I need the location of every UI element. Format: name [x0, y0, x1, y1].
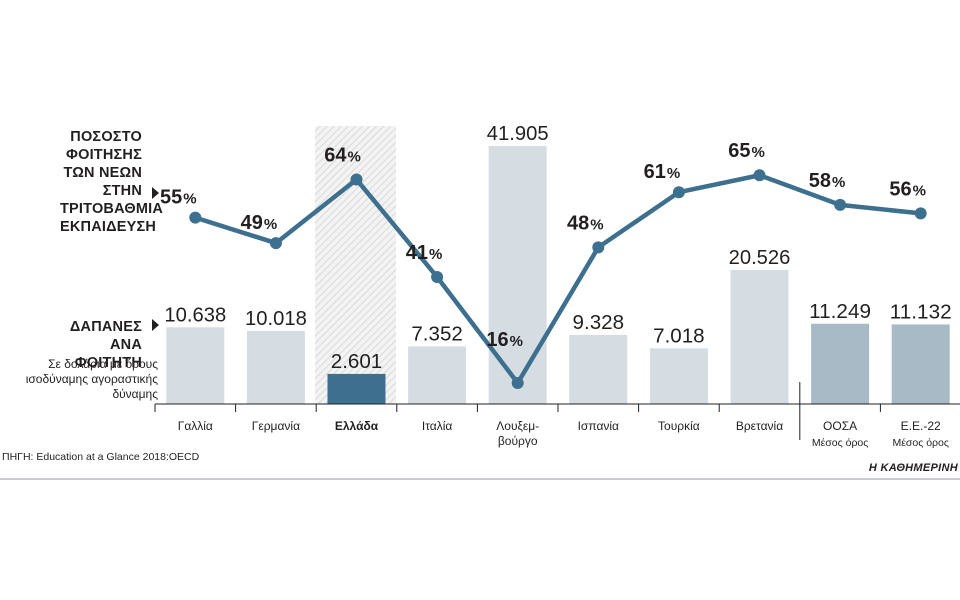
bar-9 — [891, 324, 950, 404]
category-label: Γαλλία — [178, 419, 213, 433]
category-label: Ε.Ε.-22 — [901, 419, 941, 433]
bar-value-label: 11.249 — [809, 301, 871, 323]
pct-arrow-icon — [152, 187, 159, 199]
line-point — [672, 186, 685, 199]
category-label: Ισπανία — [578, 419, 619, 433]
category-sublabel: Μέσος όρος — [892, 437, 948, 449]
category-label: Λουξεμ- — [496, 419, 539, 433]
category-label: Ιταλία — [422, 419, 453, 433]
pct-title-line: ΤΡΙΤΟΒΑΘΜΙΑ — [60, 201, 164, 217]
line-point — [511, 377, 524, 389]
category-label: Γερμανία — [252, 419, 300, 433]
line-value-label: 61% — [644, 161, 681, 183]
line-point — [189, 211, 202, 224]
enrollment-line — [194, 172, 921, 386]
brand-logo-text: Η ΚΑΘΗΜΕΡΙΝΗ — [868, 462, 958, 474]
line-point — [592, 241, 605, 254]
category-label: Ελλάδα — [335, 419, 379, 433]
line-point — [350, 173, 363, 186]
bar-value-label: 10.018 — [245, 308, 307, 330]
line-point — [431, 271, 444, 283]
line-point — [269, 237, 282, 250]
labels-layer: 10.638 10.018 2.601 7.352 41.905 9.328 7.018 20… — [160, 123, 952, 373]
category-label: ΟΟΣΑ — [823, 419, 857, 433]
spend-title-line: ΔΑΠΑΝΕΣ — [69, 319, 142, 335]
line-point — [914, 207, 927, 220]
line-value-label: 55% — [160, 187, 197, 209]
bars-layer — [166, 145, 950, 405]
bar-2 — [327, 373, 386, 404]
bar-value-label: 7.352 — [411, 323, 463, 345]
bar-3 — [408, 346, 467, 404]
line-series — [189, 169, 927, 389]
line-value-label: 48% — [567, 212, 604, 234]
pct-title-line: ΤΩΝ ΝΕΩΝ ΣΤΗΝ — [63, 165, 142, 199]
line-value-label: 41% — [406, 242, 443, 264]
bar-value-label: 20.526 — [729, 247, 791, 269]
spend-title-line: ΑΝΑ ΦΟΙΤΗΤΗ — [74, 337, 142, 371]
spend-sub-line: ισοδύναμης αγοραστικής — [25, 372, 158, 386]
bottom-rule — [0, 478, 960, 480]
spend-arrow-icon — [152, 319, 159, 331]
bar-4 — [488, 145, 547, 405]
category-label: Βρετανία — [736, 419, 783, 433]
bar-0 — [166, 327, 225, 404]
spend-sub-line: δύναμης — [112, 387, 158, 401]
bar-value-label: 11.132 — [890, 301, 952, 323]
category-label: Τουρκία — [658, 419, 700, 433]
line-value-label: 65% — [728, 140, 765, 162]
spend-sub-line: Σε δολάρια με όρους — [48, 357, 158, 371]
bar-value-label: 41.905 — [487, 123, 549, 145]
bar-5 — [569, 334, 628, 404]
bar-6 — [649, 348, 708, 404]
pct-title-line: ΦΟΙΤΗΣΗΣ — [65, 147, 142, 163]
spend-title: ΔΑΠΑΝΕΣ ΑΝΑ ΦΟΙΤΗΤΗ — [40, 318, 142, 372]
category-sublabel: βούργο — [498, 434, 538, 448]
line-value-label: 64% — [324, 144, 361, 166]
bar-value-label: 10.638 — [164, 304, 226, 326]
line-value-label: 58% — [809, 170, 846, 192]
x-axis: Γαλλία Γερμανία Ελλάδα Ιταλία Λουξεμ-βούργο Ι… — [154, 382, 960, 449]
bar-value-label: 2.601 — [331, 351, 383, 373]
source-note: ΠΗΓΗ: Education at a Glance 2018:OECD — [2, 451, 200, 463]
pct-title: ΠΟΣΟΣΤΟ ΦΟΙΤΗΣΗΣ ΤΩΝ ΝΕΩΝ ΣΤΗΝ ΤΡΙΤΟΒΑΘΜ… — [60, 128, 164, 236]
pct-title-line: ΠΟΣΟΣΤΟ — [70, 129, 142, 145]
line-point — [834, 198, 847, 211]
bar-7 — [730, 269, 789, 404]
line-value-label: 49% — [241, 212, 278, 234]
bar-value-label: 7.018 — [653, 325, 705, 347]
line-point — [753, 169, 766, 182]
bar-1 — [246, 330, 305, 404]
highlight-column — [315, 126, 396, 404]
bar-value-label: 9.328 — [573, 312, 625, 334]
line-value-label: 56% — [889, 178, 926, 200]
bar-8 — [811, 323, 870, 404]
pct-title-line: ΕΚΠΑΙΔΕΥΣΗ — [60, 219, 157, 235]
category-sublabel: Μέσος όρος — [812, 437, 868, 449]
line-value-label: 16% — [486, 329, 523, 351]
spend-subtitle: Σε δολάρια με όρους ισοδύναμης αγοραστικ… — [0, 357, 158, 402]
